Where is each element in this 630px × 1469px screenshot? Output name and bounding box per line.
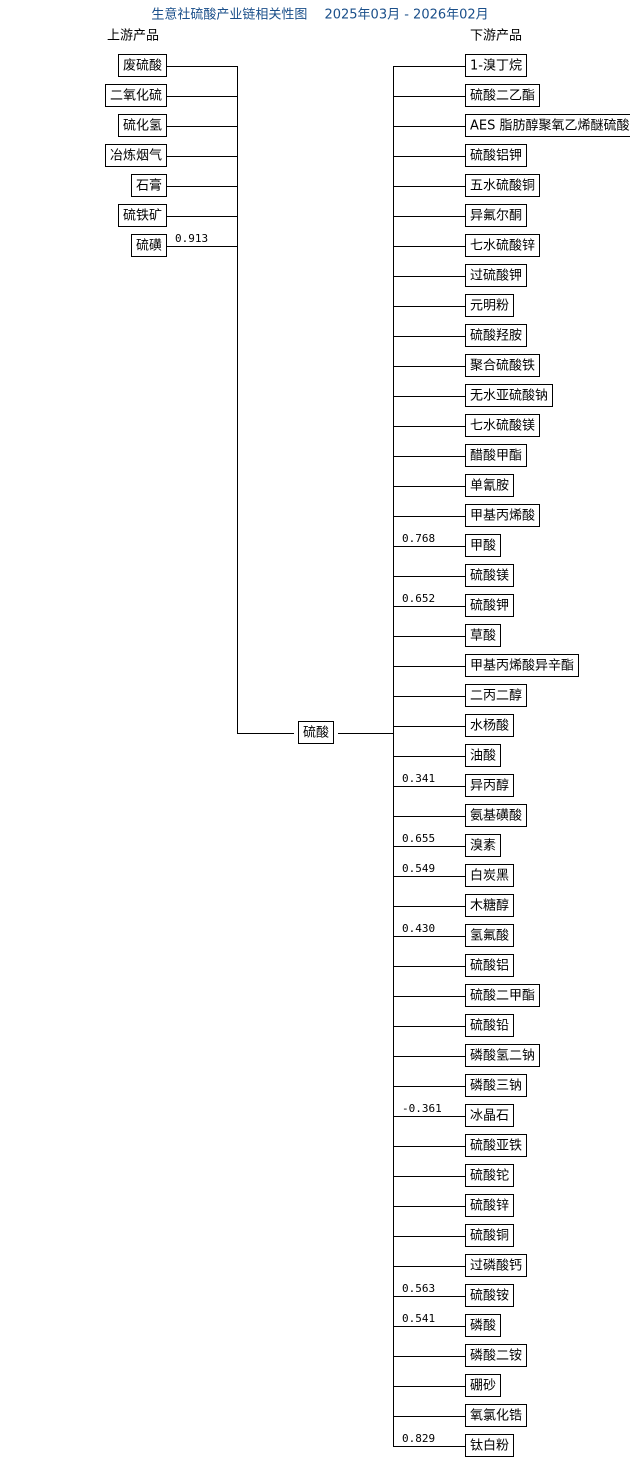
downstream-node: 七水硫酸镁 [470,419,535,434]
downstream-node: 硫酸镁 [470,569,509,584]
downstream-node: 甲基丙烯酸异辛酯 [470,659,574,674]
downstream-heading: 下游产品 [470,29,522,44]
downstream-node: 磷酸二铵 [470,1349,522,1364]
downstream-node: 硫酸铝钾 [470,149,522,164]
correlation-value: 0.541 [402,1312,435,1325]
downstream-node: 磷酸 [470,1319,496,1334]
downstream-node: 硫酸铅 [470,1019,509,1034]
upstream-heading: 上游产品 [107,29,159,44]
downstream-node: 氢氟酸 [470,929,509,944]
downstream-node: 过磷酸钙 [470,1259,522,1274]
downstream-node: 氨基磺酸 [470,809,522,824]
downstream-node: 硫酸二甲酯 [470,989,535,1004]
downstream-node: 冰晶石 [470,1109,509,1124]
downstream-node: 无水亚硫酸钠 [470,389,548,404]
downstream-node: 硫酸锌 [470,1199,509,1214]
downstream-node: 硫酸铝 [470,959,509,974]
downstream-node: 聚合硫酸铁 [470,359,535,374]
correlation-value: 0.913 [175,232,208,245]
upstream-node: 废硫酸 [123,58,162,74]
downstream-node: 油酸 [470,749,496,764]
downstream-node: 硫酸铵 [470,1289,509,1304]
correlation-value: 0.549 [402,862,435,875]
downstream-node: 磷酸氢二钠 [470,1049,535,1064]
correlation-value: 0.829 [402,1432,435,1445]
upstream-node: 硫化氢 [123,119,162,134]
downstream-node: 元明粉 [470,299,509,314]
downstream-node: 硫酸二乙酯 [470,89,535,104]
downstream-node: 醋酸甲酯 [470,448,522,464]
correlation-value: -0.361 [402,1102,442,1115]
downstream-node: 白炭黑 [470,868,509,884]
downstream-node: 草酸 [470,629,496,644]
downstream-node: 钛白粉 [470,1438,509,1454]
downstream-node: 1-溴丁烷 [470,59,522,74]
downstream-node: 单氰胺 [470,478,509,494]
downstream-node: 异氟尔酮 [470,209,522,224]
correlation-value: 0.768 [402,532,435,545]
upstream-node: 硫铁矿 [123,209,162,224]
downstream-node: 溴素 [470,839,496,854]
downstream-node: 硼砂 [470,1379,496,1394]
upstream-node: 冶炼烟气 [110,148,162,164]
downstream-node: 硫酸亚铁 [470,1139,522,1154]
upstream-node: 石膏 [136,178,162,194]
downstream-node: 氧氯化锆 [470,1409,522,1424]
downstream-node: 水杨酸 [470,719,509,734]
correlation-value: 0.430 [402,922,435,935]
correlation-value: 0.341 [402,772,435,785]
downstream-node: 磷酸三钠 [470,1079,522,1094]
downstream-node: 木糖醇 [470,898,509,914]
correlation-value: 0.652 [402,592,435,605]
downstream-node: 甲酸 [470,539,496,554]
downstream-node: 五水硫酸铜 [470,179,535,194]
downstream-node: 异丙醇 [470,778,509,794]
downstream-node: 硫酸铊 [470,1169,509,1184]
downstream-node: 硫酸钾 [470,599,509,614]
center-node: 硫酸 [303,726,329,741]
downstream-node: 七水硫酸锌 [470,239,535,254]
downstream-node: 硫酸铜 [470,1229,509,1244]
upstream-node: 硫磺 [136,239,162,254]
title: 生意社硫酸产业链相关性图 2025年03月 - 2026年02月 [151,7,488,23]
upstream-node: 二氧化硫 [110,89,162,104]
downstream-node: 过硫酸钾 [470,269,522,284]
correlation-value: 0.563 [402,1282,435,1295]
correlation-value: 0.655 [402,832,435,845]
downstream-node: 硫酸羟胺 [470,329,522,344]
downstream-node: AES 脂肪醇聚氧乙烯醚硫酸 [470,118,630,134]
downstream-node: 甲基丙烯酸 [470,509,535,524]
downstream-node: 二丙二醇 [470,688,522,704]
